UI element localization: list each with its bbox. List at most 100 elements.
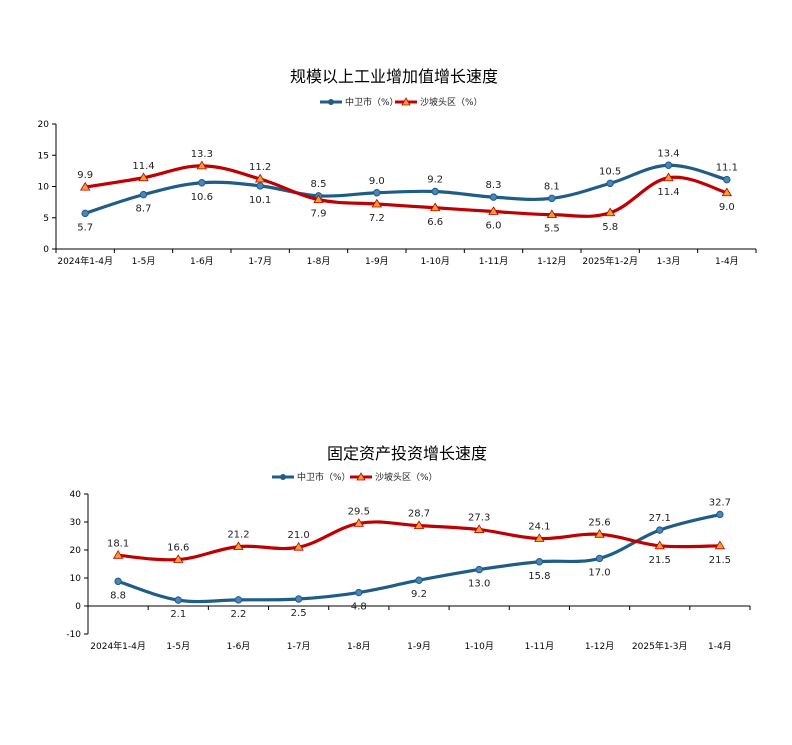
x-tick-label: 1-7月	[287, 641, 311, 652]
x-tick-label: 1-3月	[657, 256, 681, 267]
data-label: 10.1	[249, 195, 271, 206]
x-tick-label: 1-9月	[407, 641, 431, 652]
data-label: 21.2	[227, 530, 249, 541]
legend-marker	[280, 474, 286, 480]
data-point	[594, 529, 605, 538]
x-tick-label: 1-7月	[248, 256, 272, 267]
data-point	[234, 596, 243, 604]
data-point	[139, 190, 148, 199]
x-tick-label: 2024年1-4月	[57, 255, 113, 267]
data-point	[256, 182, 264, 190]
x-tick-label: 2025年1-3月	[632, 640, 688, 652]
data-point	[489, 193, 498, 201]
data-point	[604, 207, 616, 217]
data-label: 8.1	[544, 181, 560, 192]
data-label: 11.4	[132, 161, 154, 172]
series-line	[83, 164, 729, 218]
data-label: 13.4	[657, 148, 679, 159]
x-tick-label: 1-12月	[537, 256, 566, 267]
data-point	[534, 533, 545, 542]
legend-entry: 沙坡头区（%）	[395, 96, 483, 108]
x-tick-label: 1-10月	[420, 256, 449, 267]
x-tick-label: 1-8月	[347, 641, 371, 652]
legend-label: 沙坡头区（%）	[420, 96, 483, 108]
data-label: 27.1	[649, 513, 671, 524]
data-point	[355, 588, 363, 597]
data-point	[81, 209, 89, 218]
data-point	[112, 550, 124, 559]
data-point	[475, 565, 483, 574]
data-label: 13.3	[191, 149, 213, 160]
x-tick-label: 1-8月	[307, 256, 331, 267]
data-label: 5.5	[544, 224, 560, 235]
data-point	[138, 172, 149, 182]
data-point	[196, 160, 208, 170]
data-point	[373, 189, 381, 197]
data-point	[664, 161, 673, 169]
data-label: 8.7	[136, 204, 152, 215]
y-tick-label: 0	[43, 245, 49, 255]
x-tick-label: 1-6月	[227, 641, 251, 652]
y-tick-label: 0	[75, 602, 81, 612]
chart-title: 规模以上工业增加值增长速度	[290, 67, 498, 86]
data-point	[293, 541, 304, 551]
data-label: 21.0	[288, 530, 310, 541]
x-tick-label: 1-10月	[464, 641, 493, 652]
data-label: 5.7	[77, 222, 93, 233]
data-label: 21.5	[709, 555, 731, 566]
data-label: 8.5	[311, 179, 327, 190]
data-label: 7.2	[369, 213, 385, 224]
data-label: 32.7	[709, 497, 731, 508]
data-label: 9.9	[77, 170, 93, 181]
data-label: 2.1	[170, 609, 186, 620]
y-tick-label: 5	[43, 214, 49, 224]
data-label: 11.1	[716, 163, 738, 174]
legend-entry: 沙坡头区（%）	[350, 471, 438, 483]
y-tick-label: 20	[38, 120, 50, 130]
x-tick-label: 2025年1-2月	[582, 255, 638, 267]
data-point	[254, 173, 266, 183]
x-tick-label: 1-5月	[132, 256, 156, 267]
x-tick-label: 1-6月	[190, 256, 214, 267]
data-point	[198, 179, 206, 187]
data-label: 28.7	[408, 509, 430, 520]
data-label: 10.5	[599, 166, 621, 177]
legend-label: 沙坡头区（%）	[375, 471, 438, 483]
data-point	[723, 175, 731, 184]
x-tick-label: 1-11月	[479, 256, 508, 267]
y-tick-label: 15	[38, 151, 49, 161]
data-point	[654, 540, 665, 550]
x-tick-label: 1-12月	[585, 641, 614, 652]
data-label: 2.5	[291, 608, 307, 619]
x-tick-label: 1-4月	[715, 256, 739, 267]
y-tick-label: 10	[70, 574, 82, 584]
data-point	[429, 202, 441, 212]
data-label: 15.8	[528, 571, 550, 582]
y-tick-label: 20	[70, 546, 82, 556]
data-label: 16.6	[167, 543, 189, 554]
data-label: 24.1	[528, 522, 550, 533]
data-label: 4.8	[351, 602, 367, 613]
data-label: 6.0	[486, 221, 502, 232]
data-label: 6.6	[427, 217, 443, 228]
data-point	[353, 518, 365, 527]
legend-label: 中卫市（%）	[297, 471, 351, 483]
series-line	[83, 163, 729, 215]
data-point	[535, 558, 544, 566]
chart-title: 固定资产投资增长速度	[327, 444, 487, 463]
y-tick-label: -10	[66, 630, 81, 640]
data-point	[371, 198, 383, 208]
data-label: 9.0	[719, 202, 735, 213]
data-label: 21.5	[649, 555, 671, 566]
x-tick-label: 1-4月	[708, 641, 732, 652]
data-point	[79, 181, 91, 191]
y-tick-label: 40	[70, 490, 82, 500]
x-tick-label: 2024年1-4月	[90, 640, 146, 652]
data-point	[548, 194, 556, 203]
data-label: 25.6	[588, 517, 610, 528]
data-point	[114, 577, 122, 586]
data-label: 29.5	[348, 506, 370, 517]
data-point	[431, 187, 439, 196]
